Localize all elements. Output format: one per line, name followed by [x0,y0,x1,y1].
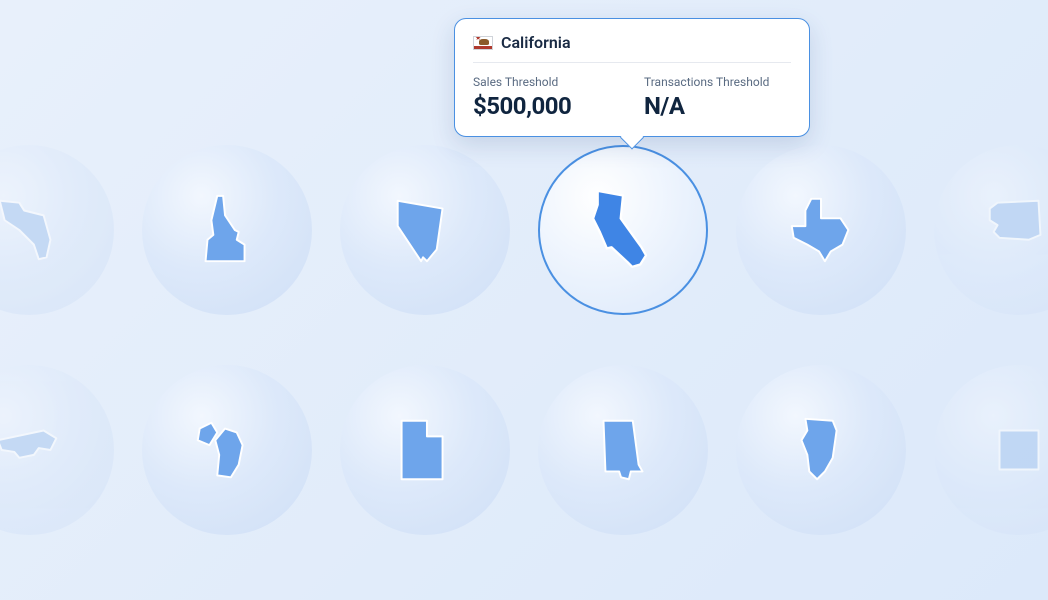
nevada-shape-icon [386,191,464,269]
sales-threshold-label: Sales Threshold [473,75,620,89]
state-bubble-idaho[interactable] [142,145,312,315]
state-row-1 [0,145,1048,315]
sales-threshold-value: $500,000 [473,92,620,120]
blank-shape-icon [980,411,1048,489]
state-bubble-north-carolina[interactable] [0,365,114,535]
state-tooltip: California Sales Threshold $500,000 Tran… [454,18,810,137]
utah-shape-icon [386,411,464,489]
michigan-shape-icon [188,411,266,489]
idaho-shape-icon [188,191,266,269]
transactions-threshold-value: N/A [644,92,791,120]
state-bubble-alabama[interactable] [538,365,708,535]
transactions-threshold-label: Transactions Threshold [644,75,791,89]
sales-threshold-metric: Sales Threshold $500,000 [473,75,620,120]
state-bubble-illinois[interactable] [736,365,906,535]
north-carolina-shape-icon [0,411,68,489]
tooltip-header: California [473,33,791,63]
transactions-threshold-metric: Transactions Threshold N/A [644,75,791,120]
tooltip-state-name: California [501,33,571,52]
state-bubble-utah[interactable] [340,365,510,535]
state-bubble-blank[interactable] [934,365,1048,535]
state-bubble-california[interactable] [538,145,708,315]
state-bubble-washington[interactable] [934,145,1048,315]
state-bubble-texas[interactable] [736,145,906,315]
california-flag-icon [473,36,493,50]
florida-shape-icon [0,191,68,269]
state-bubble-florida[interactable] [0,145,114,315]
california-shape-icon [577,184,669,276]
texas-shape-icon [782,191,860,269]
tooltip-body: Sales Threshold $500,000 Transactions Th… [473,75,791,120]
alabama-shape-icon [584,411,662,489]
state-bubble-michigan[interactable] [142,365,312,535]
illinois-shape-icon [782,411,860,489]
state-bubble-nevada[interactable] [340,145,510,315]
washington-shape-icon [980,191,1048,269]
state-row-2 [0,365,1048,535]
